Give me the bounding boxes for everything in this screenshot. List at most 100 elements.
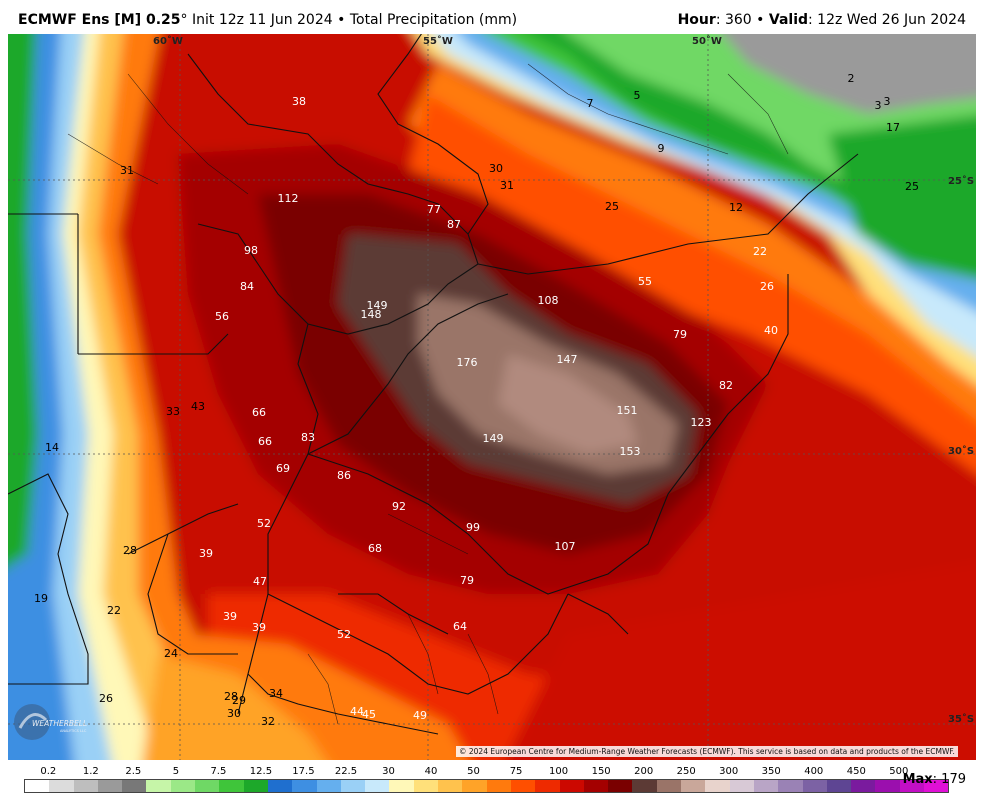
valid-value: : 12z Wed 26 Jun 2024	[808, 12, 966, 28]
precip-value-label: 32	[261, 715, 275, 728]
colorbar-tick: 450	[846, 766, 866, 777]
precip-value-label: 38	[292, 95, 306, 108]
precip-value-label: 107	[555, 540, 576, 553]
colorbar-swatch	[802, 780, 827, 792]
precip-value-label: 77	[427, 203, 441, 216]
field-name: Total Precipitation (mm)	[349, 12, 518, 28]
precip-value-label: 112	[278, 192, 299, 205]
state-borders	[67, 63, 789, 725]
precip-value-label: 28	[123, 544, 137, 557]
bullet-separator: •	[337, 12, 346, 28]
precip-value-label: 79	[460, 574, 474, 587]
precip-value-label: 34	[269, 687, 283, 700]
colorbar-tick: 250	[676, 766, 696, 777]
lat-25s-label: 25˚S	[948, 175, 974, 187]
colorbar-swatch	[25, 780, 50, 792]
precip-value-label: 24	[164, 647, 178, 660]
precip-value-label: 31	[120, 164, 134, 177]
degree-symbol: °	[180, 12, 188, 28]
precip-value-label: 149	[483, 432, 504, 445]
logo-text: WEATHERBELL	[32, 719, 87, 728]
colorbar-swatch	[875, 780, 900, 792]
precip-value-label: 49	[413, 709, 427, 722]
precip-value-label: 99	[466, 521, 480, 534]
colorbar-swatch	[97, 780, 123, 792]
precip-value-label: 26	[99, 692, 113, 705]
colorbar-tick: 12.5	[249, 766, 273, 777]
precip-value-label: 87	[447, 218, 461, 231]
precip-value-label: 17	[886, 121, 900, 134]
valid-label: Valid	[768, 12, 809, 28]
precip-value-label: 123	[691, 416, 712, 429]
bullet-separator: •	[756, 12, 765, 28]
colorbar-swatch	[486, 780, 511, 792]
colorbar-swatch	[753, 780, 779, 792]
precip-field	[8, 34, 976, 760]
colorbar-swatch	[851, 780, 876, 792]
colorbar-tick: 400	[804, 766, 824, 777]
max-number: : 179	[932, 772, 966, 787]
colorbar-swatch	[559, 780, 584, 792]
weatherbell-logo: WEATHERBELL ANALYTICS LLC	[14, 704, 87, 740]
precip-value-label: 40	[764, 324, 778, 337]
precip-value-label: 14	[45, 441, 59, 454]
precip-value-label: 153	[620, 445, 641, 458]
colorbar-swatch	[195, 780, 220, 792]
colorbar-swatch	[292, 780, 317, 792]
colorbar-swatch	[122, 780, 147, 792]
colorbar-ticks: 0.2 1.2 2.5 5 7.5 12.5 17.5 22.5 30 40 50 75 100 150 2…	[24, 766, 908, 778]
colorbar-tick: 30	[382, 766, 395, 777]
precip-value-label: 84	[240, 280, 254, 293]
lat-35s-label: 35˚S	[948, 713, 974, 725]
precip-value-label: 29	[232, 694, 246, 707]
precip-value-label: 66	[258, 435, 272, 448]
colorbar-tick: 50	[467, 766, 480, 777]
colorbar-swatch	[656, 780, 682, 792]
valid-info: Hour: 360 • Valid: 12z Wed 26 Jun 2024	[678, 12, 966, 28]
precip-value-label: 25	[905, 180, 919, 193]
precip-value-label: 92	[392, 500, 406, 513]
precip-value-label: 44	[350, 705, 364, 718]
colorbar-swatch	[681, 780, 706, 792]
lon-60w-label: 60˚W	[153, 35, 183, 47]
lat-30s-label: 30˚S	[948, 445, 974, 457]
precip-value-label: 56	[215, 310, 229, 323]
precip-value-label: 43	[191, 400, 205, 413]
colorbar-swatch	[413, 780, 439, 792]
colorbar	[24, 779, 950, 793]
political-borders	[8, 34, 859, 735]
colorbar-swatch	[778, 780, 803, 792]
colorbar-swatch	[462, 780, 487, 792]
colorbar-tick: 7.5	[210, 766, 227, 777]
precip-value-label: 151	[617, 404, 638, 417]
colorbar-tick: 17.5	[292, 766, 315, 777]
colorbar-tick: 75	[509, 766, 523, 777]
colorbar-swatch	[73, 780, 98, 792]
colorbar-swatch	[170, 780, 196, 792]
precip-value-label: 98	[244, 244, 258, 257]
precip-value-label: 52	[257, 517, 271, 530]
precip-value-label: 176	[457, 356, 478, 369]
model-name: ECMWF Ens [M] 0.25	[18, 12, 181, 28]
precip-value-label: 47	[253, 575, 267, 588]
max-value: Max: 179	[903, 772, 966, 787]
precip-value-label: 79	[673, 328, 687, 341]
precip-value-label: 147	[557, 353, 578, 366]
colorbar-tick: 1.2	[82, 766, 99, 777]
colorbar-swatch	[243, 780, 268, 792]
colorbar-swatch	[899, 780, 924, 792]
precip-value-label: 30	[227, 707, 241, 720]
colorbar-tick: 350	[761, 766, 781, 777]
precip-value-label: 33	[166, 405, 180, 418]
precipitation-map: 60˚W 55˚W 50˚W 25˚S 30˚S 35˚S 38 7 5 2 3 3 17 3…	[8, 34, 976, 760]
precip-value-label: 22	[107, 604, 121, 617]
header: ECMWF Ens [M] 0.25° Init 12z 11 Jun 2024…	[0, 0, 984, 34]
hour-value: : 360	[715, 12, 752, 28]
precip-value-label: 39	[252, 621, 266, 634]
precip-value-label: 28	[224, 690, 238, 703]
precip-value-label: 82	[719, 379, 733, 392]
colorbar-tick: 200	[634, 766, 654, 777]
precip-value-label: 3	[884, 95, 891, 108]
colorbar-swatch	[923, 780, 949, 792]
model-title: ECMWF Ens [M] 0.25° Init 12z 11 Jun 2024…	[18, 12, 517, 28]
